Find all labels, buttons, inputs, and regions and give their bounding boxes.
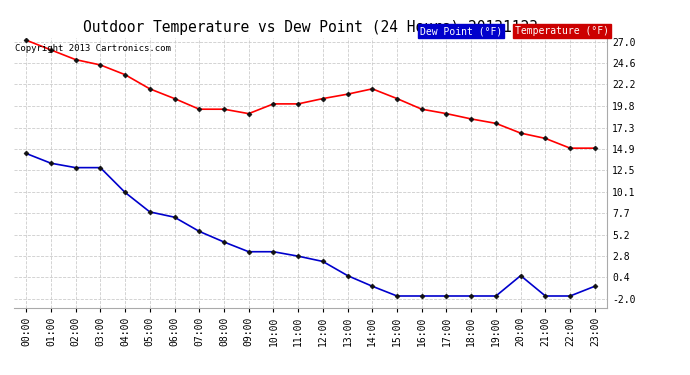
Text: Temperature (°F): Temperature (°F) (515, 26, 609, 36)
Text: Dew Point (°F): Dew Point (°F) (420, 26, 502, 36)
Title: Outdoor Temperature vs Dew Point (24 Hours) 20131123: Outdoor Temperature vs Dew Point (24 Hou… (83, 20, 538, 35)
Text: Copyright 2013 Cartronics.com: Copyright 2013 Cartronics.com (15, 44, 171, 53)
